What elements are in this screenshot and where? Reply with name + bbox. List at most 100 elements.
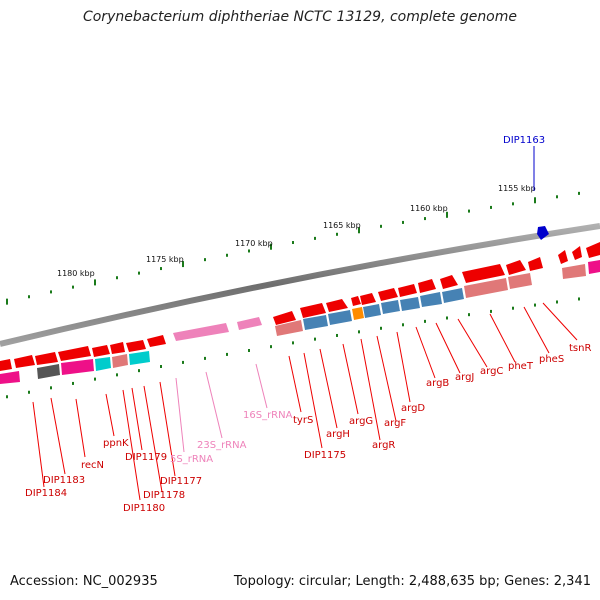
cog-block [442, 288, 464, 303]
label-DIP1175: DIP1175 [304, 450, 346, 461]
cds-arrow [35, 352, 58, 365]
ring-dot [578, 297, 580, 301]
label-tyrS: tyrS [293, 415, 313, 426]
ring-dot [490, 205, 492, 209]
highlight-label: DIP1163 [503, 135, 545, 146]
label-DIP1177: DIP1177 [160, 476, 202, 487]
ring-dot [248, 249, 250, 253]
ring-dot [402, 323, 404, 327]
cog-block [400, 297, 420, 311]
ring-dot [248, 349, 250, 353]
label-argH: argH [326, 429, 350, 440]
ring-dot [28, 295, 30, 299]
label-argG: argG [349, 416, 373, 427]
outer-ring [6, 191, 580, 305]
ring-dot [446, 316, 448, 320]
ring-dot [468, 313, 470, 317]
ring-dot [292, 341, 294, 345]
cog-block [363, 304, 381, 318]
cog-block [508, 273, 532, 289]
cds-arrow [360, 293, 376, 305]
cog-block [61, 359, 94, 375]
ring-dot [50, 290, 52, 294]
ring-dot [380, 326, 382, 330]
label-argF: argF [384, 418, 406, 429]
label-23S-rRNA: 23S_rRNA [197, 440, 247, 451]
ring-dot [116, 373, 118, 377]
cds-arrow [273, 311, 296, 325]
tick-label-1165: 1165 kbp [323, 221, 361, 230]
ring-dot [270, 345, 272, 349]
label-pheS: pheS [539, 354, 564, 365]
label-argD: argD [401, 403, 425, 414]
ring-dot [402, 220, 404, 224]
tick-label-1160: 1160 kbp [410, 204, 448, 213]
ring-dot [314, 236, 316, 240]
ring-dot [358, 227, 360, 234]
ring-dot [138, 369, 140, 373]
ring-dot [182, 261, 184, 268]
label-DIP1180: DIP1180 [123, 503, 165, 514]
cds-arrow [440, 275, 458, 289]
accession-text: Accession: NC_002935 [10, 574, 158, 589]
ring-dot [116, 276, 118, 280]
ring-dot [534, 197, 536, 204]
cds-arrow [58, 346, 91, 361]
ring-dot [556, 300, 558, 304]
ring-dot [292, 241, 294, 245]
cog-block [352, 307, 364, 320]
cog-block [328, 310, 352, 325]
cog-block [588, 260, 600, 274]
kbp-scale: 1155 kbp 1160 kbp 1165 kbp 1170 kbp 1175… [57, 184, 536, 278]
ring-dot [468, 209, 470, 213]
ring-dot [446, 211, 448, 218]
cds-arrow [110, 342, 125, 354]
ring-dot [534, 303, 536, 307]
cog-block [275, 320, 303, 336]
cds-arrow [506, 260, 526, 275]
cog-block [37, 364, 60, 379]
ring-dot [512, 306, 514, 310]
cog-track [0, 260, 600, 384]
ring-dot [314, 337, 316, 341]
label-argC: argC [480, 366, 503, 377]
ring-dot [94, 279, 96, 286]
cog-block [112, 354, 128, 368]
label-argJ: argJ [455, 372, 474, 383]
ring-dot [94, 377, 96, 381]
ring-dot [270, 243, 272, 250]
ring-dot [578, 191, 580, 195]
highlight-feature[interactable]: DIP1163 [503, 135, 549, 240]
label-DIP1183: DIP1183 [43, 475, 85, 486]
cds-arrow [378, 288, 398, 301]
map-title: Corynebacterium diphtheriae NCTC 13129, … [82, 9, 518, 25]
label-ppnK: ppnK [103, 438, 129, 449]
cds-arrow [572, 246, 582, 260]
ring-dot [28, 390, 30, 394]
ring-dot [160, 267, 162, 271]
leader-lines [32, 302, 578, 501]
label-tsnR: tsnR [569, 343, 591, 354]
cds-arrow [326, 299, 348, 312]
ring-dot [204, 258, 206, 262]
ring-dot [226, 253, 228, 257]
cds-arrow [92, 345, 110, 357]
cog-block [381, 300, 400, 314]
ring-dot [138, 271, 140, 275]
ring-dot [182, 360, 184, 364]
ring-dot [336, 333, 338, 337]
tick-label-1180: 1180 kbp [57, 269, 95, 278]
ring-dot [380, 224, 382, 228]
cds-arrow [300, 303, 326, 318]
cds-arrow [398, 284, 417, 297]
ring-dot [424, 217, 426, 221]
label-16S-rRNA: 16S_rRNA [243, 410, 293, 421]
ring-dot [72, 381, 74, 385]
ring-dot [204, 356, 206, 360]
label-DIP1179: DIP1179 [125, 452, 167, 463]
topology-text: Topology: circular; Length: 2,488,635 bp… [233, 574, 591, 589]
label-5S-rRNA: 5S_rRNA [170, 454, 213, 465]
cds-arrow [351, 296, 361, 306]
ring-dot [6, 395, 8, 399]
